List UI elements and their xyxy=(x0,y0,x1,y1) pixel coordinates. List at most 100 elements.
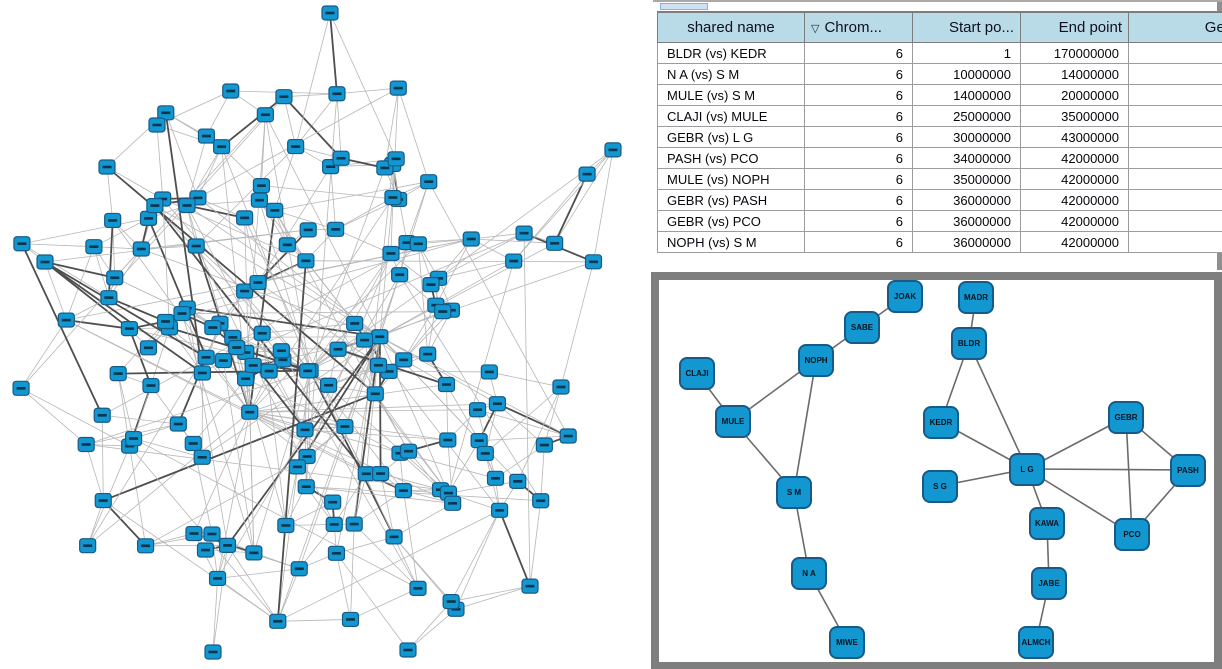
cell-chromosome[interactable]: 6 xyxy=(804,210,913,232)
node-NOPH[interactable]: NOPH xyxy=(798,344,834,377)
node[interactable] xyxy=(546,235,564,251)
cell-shared-name[interactable]: MULE (vs) S M xyxy=(657,84,805,106)
node[interactable] xyxy=(244,357,262,374)
table-row[interactable]: PASH (vs) PCO6340000004200000011.4 xyxy=(657,147,1222,169)
cell-start-position[interactable]: 34000000 xyxy=(912,147,1021,169)
cell-shared-name[interactable]: NOPH (vs) S M xyxy=(657,231,805,253)
node[interactable] xyxy=(290,561,308,577)
node-BLDR[interactable]: BLDR xyxy=(951,327,987,360)
node[interactable] xyxy=(355,332,374,348)
cell-start-position[interactable]: 1 xyxy=(912,42,1021,64)
node-KAWA[interactable]: KAWA xyxy=(1029,507,1065,540)
node[interactable] xyxy=(327,545,346,561)
node-KEDR[interactable]: KEDR xyxy=(923,406,959,439)
table-row[interactable]: NOPH (vs) S M636000000420000009.9 xyxy=(657,231,1222,253)
node[interactable] xyxy=(253,325,271,341)
node[interactable] xyxy=(385,529,403,545)
cell-chromosome[interactable]: 6 xyxy=(804,84,913,106)
cell-shared-name[interactable]: MULE (vs) NOPH xyxy=(657,168,805,190)
node[interactable] xyxy=(439,432,457,448)
node-JOAK[interactable]: JOAK xyxy=(887,280,923,313)
cell-genetic-distance[interactable]: 8.4 xyxy=(1128,210,1222,232)
cell-shared-name[interactable]: GEBR (vs) L G xyxy=(657,126,805,148)
cell-start-position[interactable]: 36000000 xyxy=(912,231,1021,253)
node[interactable] xyxy=(193,365,211,381)
column-header-genetic-distance[interactable]: Genetic... xyxy=(1128,11,1222,43)
cell-shared-name[interactable]: CLAJI (vs) MULE xyxy=(657,105,805,127)
filtered-network-canvas[interactable]: JOAK SABE NOPH CLAJI MULE S M N A MIWE MADR BLDR K… xyxy=(659,280,1214,662)
node[interactable] xyxy=(325,516,343,532)
node[interactable] xyxy=(266,202,284,218)
cell-shared-name[interactable]: GEBR (vs) PCO xyxy=(657,210,805,232)
node[interactable] xyxy=(420,174,438,190)
node[interactable] xyxy=(36,254,54,270)
cell-genetic-distance[interactable]: 10.5 xyxy=(1128,168,1222,190)
node[interactable] xyxy=(288,459,307,475)
node[interactable] xyxy=(486,470,505,486)
node[interactable] xyxy=(584,254,603,270)
table-row[interactable]: MULE (vs) S M614000000200000007.5 xyxy=(657,84,1222,106)
table-row[interactable]: MULE (vs) NOPH6350000004200000010.5 xyxy=(657,168,1222,190)
cell-shared-name[interactable]: PASH (vs) PCO xyxy=(657,147,805,169)
node[interactable] xyxy=(137,538,155,554)
node[interactable] xyxy=(185,525,203,542)
node[interactable] xyxy=(399,642,417,658)
node[interactable] xyxy=(77,436,95,453)
cell-genetic-distance[interactable]: 8.9 xyxy=(1128,189,1222,211)
cell-end-point[interactable]: 35000000 xyxy=(1020,105,1129,127)
node[interactable] xyxy=(106,270,124,286)
node[interactable] xyxy=(208,570,227,587)
cell-end-point[interactable]: 14000000 xyxy=(1020,63,1129,85)
node[interactable] xyxy=(369,357,388,373)
table-row[interactable]: GEBR (vs) PASH636000000420000008.9 xyxy=(657,189,1222,211)
node[interactable] xyxy=(321,5,339,21)
node[interactable] xyxy=(193,449,211,465)
node[interactable] xyxy=(256,107,274,123)
node[interactable] xyxy=(409,236,427,252)
node-GEBR[interactable]: GEBR xyxy=(1108,401,1144,434)
node[interactable] xyxy=(184,435,202,452)
node[interactable] xyxy=(156,313,175,330)
node[interactable] xyxy=(269,613,287,629)
node[interactable] xyxy=(552,379,570,395)
cell-start-position[interactable]: 35000000 xyxy=(912,168,1021,190)
cell-end-point[interactable]: 43000000 xyxy=(1020,126,1129,148)
cell-chromosome[interactable]: 6 xyxy=(804,126,913,148)
cell-start-position[interactable]: 14000000 xyxy=(912,84,1021,106)
node[interactable] xyxy=(142,377,160,394)
node[interactable] xyxy=(357,466,375,482)
node[interactable] xyxy=(535,437,553,453)
node[interactable] xyxy=(132,241,150,257)
node[interactable] xyxy=(93,407,111,423)
node-JABE[interactable]: JABE xyxy=(1031,567,1067,600)
node[interactable] xyxy=(214,352,233,369)
node[interactable] xyxy=(104,212,122,229)
node[interactable] xyxy=(196,542,215,558)
node[interactable] xyxy=(384,189,402,206)
node[interactable] xyxy=(213,139,231,155)
node[interactable] xyxy=(387,151,405,167)
node[interactable] xyxy=(509,473,527,489)
node-PASH[interactable]: PASH xyxy=(1170,454,1206,487)
node-SABE[interactable]: SABE xyxy=(844,311,880,344)
node[interactable] xyxy=(287,138,305,155)
node[interactable] xyxy=(324,494,342,510)
node[interactable] xyxy=(197,128,216,144)
cell-genetic-distance[interactable]: 7.5 xyxy=(1128,84,1222,106)
node-MULE[interactable]: MULE xyxy=(715,405,751,438)
large-network-panel[interactable] xyxy=(0,0,651,669)
sort-filter-icon[interactable]: ▽ xyxy=(811,23,820,35)
cell-end-point[interactable]: 42000000 xyxy=(1020,210,1129,232)
node[interactable] xyxy=(296,422,314,438)
table-row[interactable]: GEBR (vs) PCO636000000420000008.4 xyxy=(657,210,1222,232)
node[interactable] xyxy=(371,329,389,345)
node[interactable] xyxy=(236,283,254,299)
cell-start-position[interactable]: 10000000 xyxy=(912,63,1021,85)
node[interactable] xyxy=(604,142,622,158)
node[interactable] xyxy=(169,416,187,432)
column-header-end-point[interactable]: End point xyxy=(1020,11,1129,43)
cell-start-position[interactable]: 25000000 xyxy=(912,105,1021,127)
node[interactable] xyxy=(341,611,360,628)
node-CLAJI[interactable]: CLAJI xyxy=(679,357,715,390)
cell-chromosome[interactable]: 6 xyxy=(804,105,913,127)
